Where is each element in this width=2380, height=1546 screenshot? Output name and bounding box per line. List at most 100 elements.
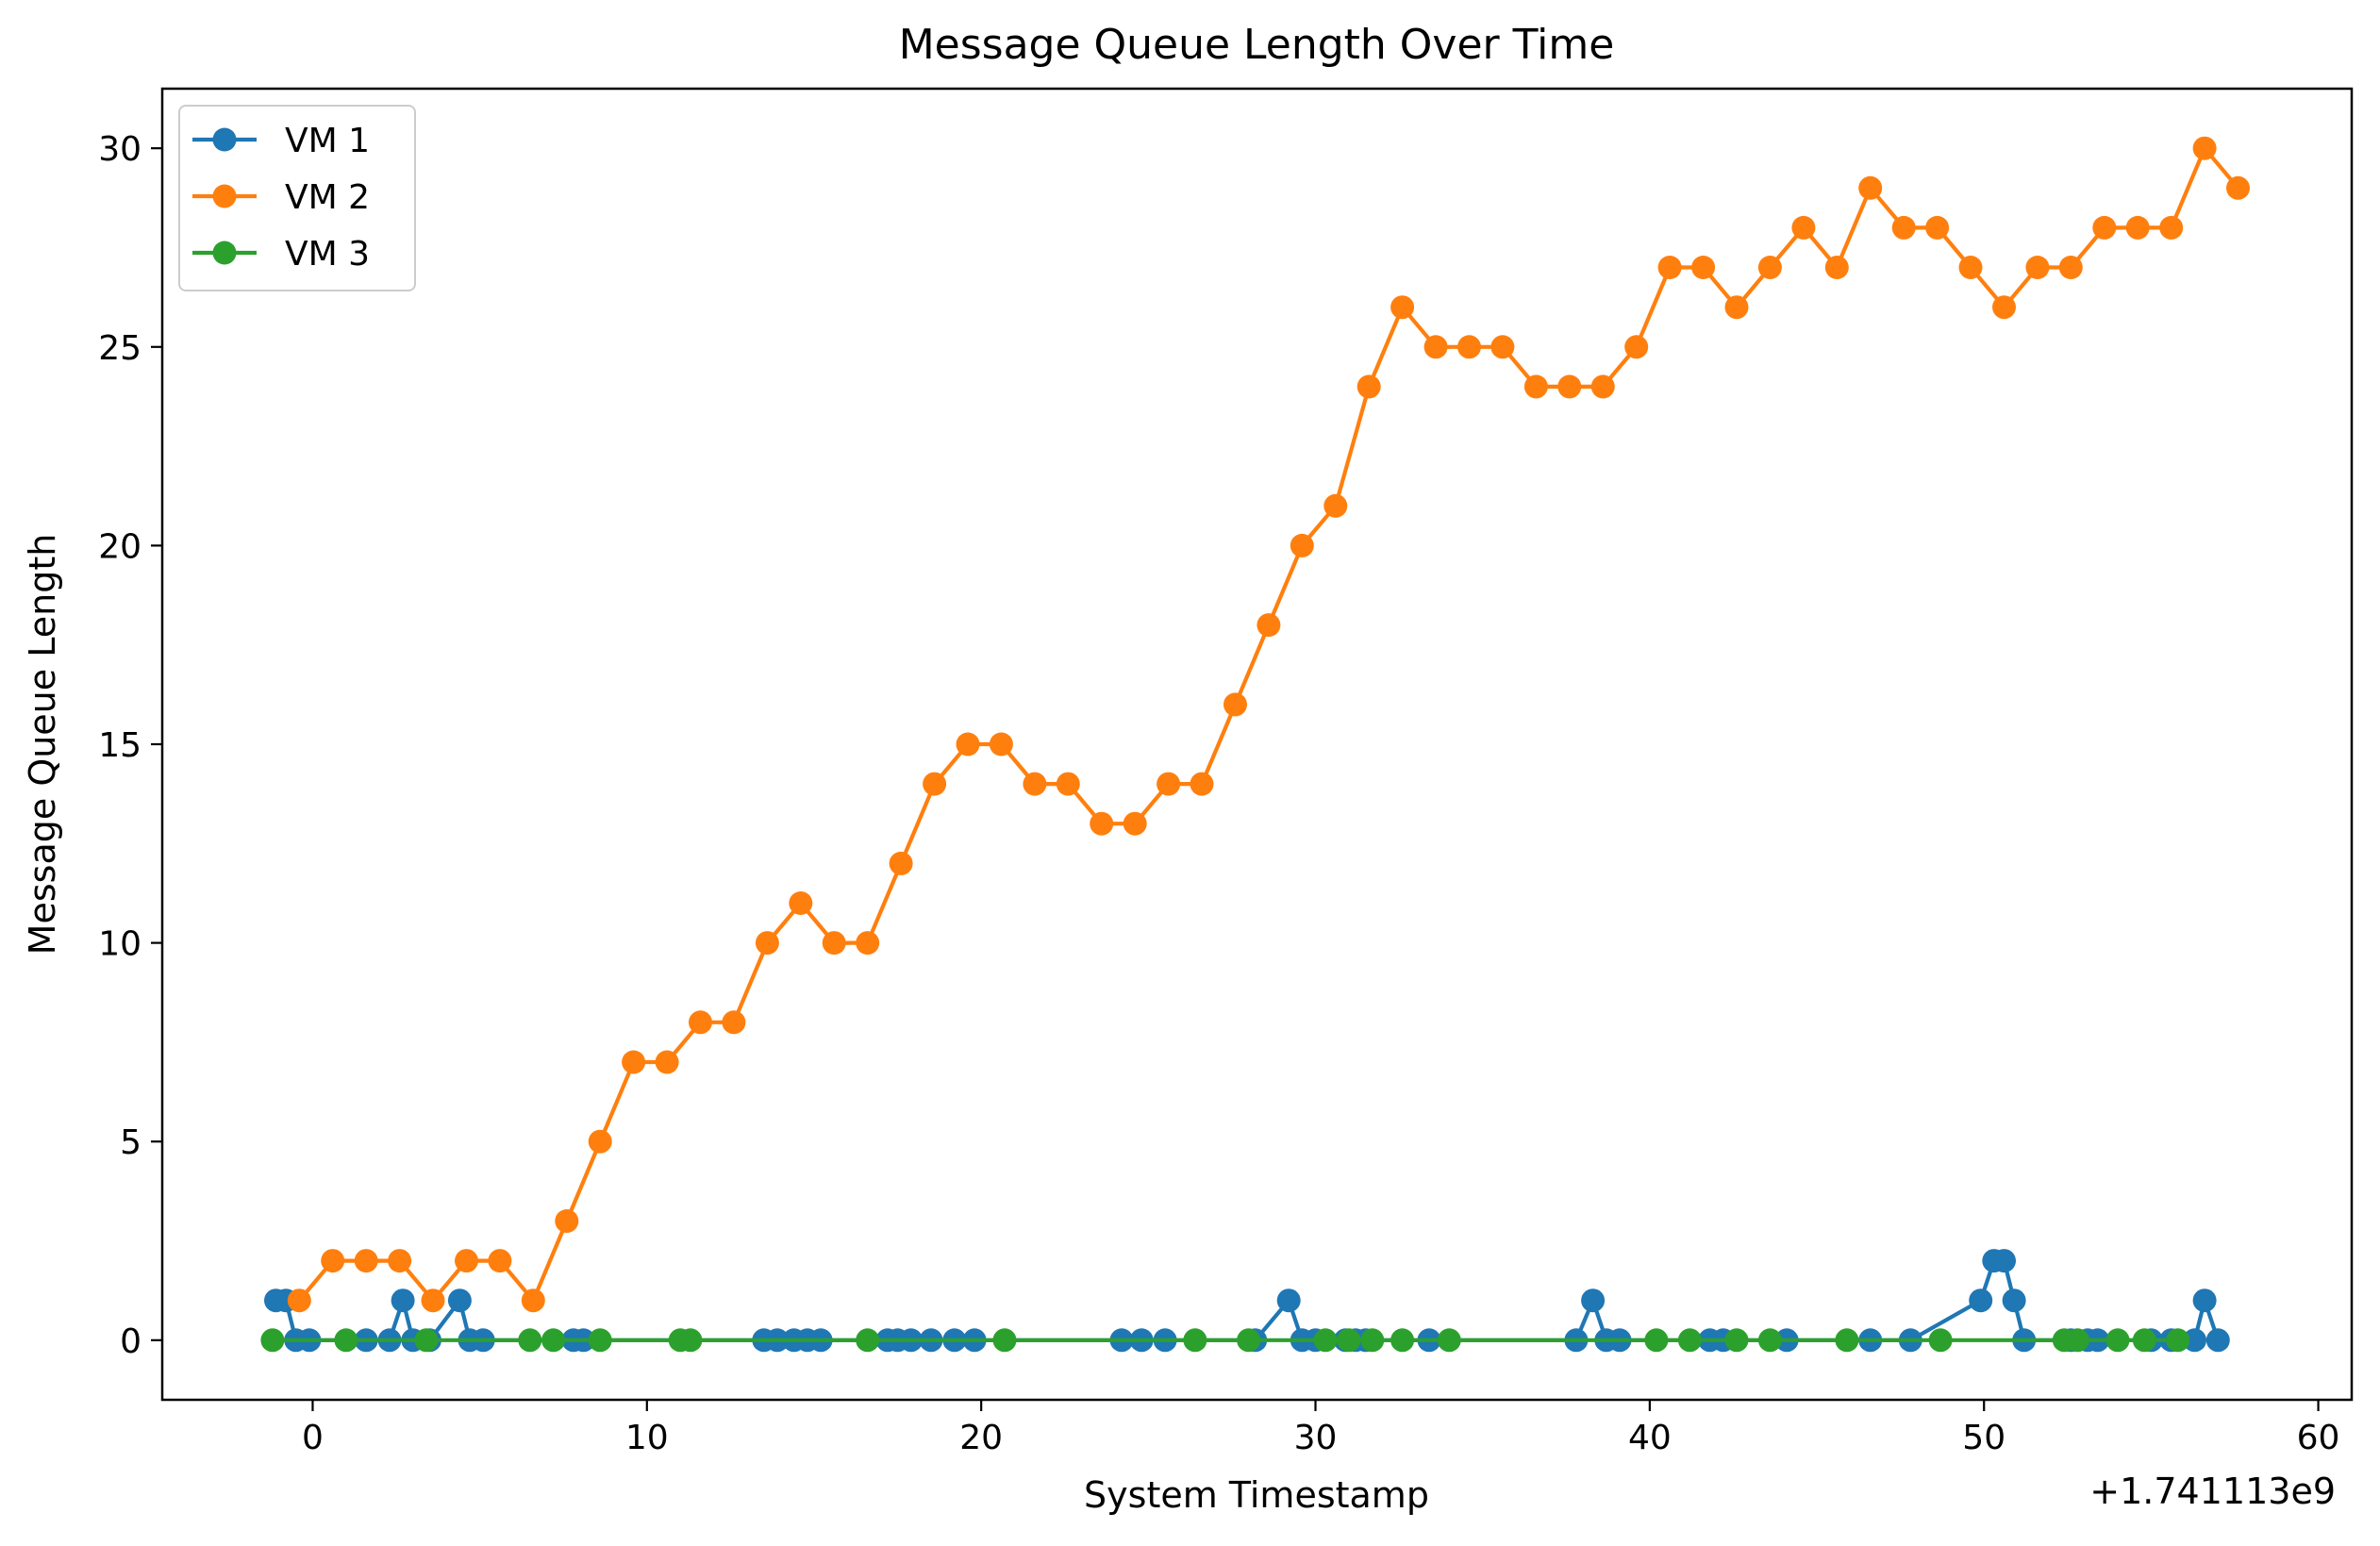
data-point xyxy=(518,1328,542,1353)
data-point xyxy=(1313,1328,1338,1353)
data-point xyxy=(588,1129,612,1154)
data-point xyxy=(1657,256,1682,279)
data-point xyxy=(923,772,947,796)
data-point xyxy=(2132,1328,2156,1353)
plot-area xyxy=(260,136,2250,1353)
data-point xyxy=(956,732,980,756)
legend-box xyxy=(178,105,416,291)
data-point xyxy=(1581,1288,1606,1313)
data-point xyxy=(1437,1328,1461,1353)
data-point xyxy=(2025,256,2050,279)
data-point xyxy=(678,1328,703,1353)
data-point xyxy=(421,1288,445,1313)
data-point xyxy=(1356,374,1381,399)
legend: VM 1 VM 2 VM 3 xyxy=(178,105,416,291)
legend-marker-1 xyxy=(212,127,237,152)
data-point xyxy=(2192,136,2217,160)
x-tick-label: 50 xyxy=(1962,1419,2006,1457)
y-tick-label: 30 xyxy=(98,130,141,169)
x-tick-label: 60 xyxy=(2297,1419,2340,1457)
data-point xyxy=(1390,1328,1415,1353)
data-point xyxy=(722,1010,746,1035)
y-tick-label: 5 xyxy=(120,1123,141,1162)
data-point xyxy=(388,1249,412,1273)
data-point xyxy=(455,1249,478,1273)
data-point xyxy=(992,1328,1017,1353)
data-point xyxy=(1757,1328,1782,1353)
data-point xyxy=(541,1328,566,1353)
y-axis-label: Message Queue Length xyxy=(22,534,63,956)
x-axis-label: System Timestamp xyxy=(1084,1474,1429,1516)
y-tick-label: 15 xyxy=(98,726,141,765)
data-point xyxy=(1190,772,1214,796)
data-point xyxy=(1824,256,1849,279)
data-point xyxy=(1237,1328,1261,1353)
legend-marker-2 xyxy=(212,184,237,208)
data-point xyxy=(1677,1328,1702,1353)
data-point xyxy=(1925,215,1950,240)
data-point xyxy=(655,1050,679,1074)
data-point xyxy=(2166,1328,2190,1353)
x-tick-label: 40 xyxy=(1628,1419,1672,1457)
data-point xyxy=(334,1328,358,1353)
data-point xyxy=(1257,613,1281,638)
series-2 xyxy=(287,136,2250,1313)
data-point xyxy=(321,1249,345,1273)
y-tick-label: 20 xyxy=(98,527,141,566)
legend-label-2: VM 2 xyxy=(285,178,370,217)
data-point xyxy=(1969,1288,1993,1313)
data-point xyxy=(1691,256,1716,279)
data-point xyxy=(822,931,846,956)
data-point xyxy=(1183,1328,1207,1353)
data-point xyxy=(755,931,779,956)
data-point xyxy=(1992,1249,2016,1273)
data-point xyxy=(1858,175,1883,200)
data-point xyxy=(555,1209,579,1233)
data-point xyxy=(989,732,1013,756)
data-point xyxy=(1791,215,1816,240)
data-point xyxy=(1290,533,1314,557)
data-point xyxy=(488,1249,512,1273)
data-point xyxy=(1123,811,1147,836)
chart-title: Message Queue Length Over Time xyxy=(899,21,1615,69)
y-tick-label: 0 xyxy=(120,1322,141,1361)
data-point xyxy=(391,1288,415,1313)
data-point xyxy=(889,851,913,875)
axes: 0 10 20 30 40 50 60 0 5 10 15 20 25 30 xyxy=(98,87,2354,1457)
data-point xyxy=(2058,256,2083,279)
data-point xyxy=(1958,256,1983,279)
data-point xyxy=(1757,256,1782,279)
data-point xyxy=(1724,295,1749,320)
data-point xyxy=(1157,772,1181,796)
x-tick-label: 0 xyxy=(302,1419,324,1457)
data-point xyxy=(1928,1328,1953,1353)
data-point xyxy=(1323,493,1348,518)
data-point xyxy=(2205,1328,2230,1353)
data-point xyxy=(1724,1328,1749,1353)
data-point xyxy=(789,891,813,915)
x-tick-label: 20 xyxy=(959,1419,1003,1457)
data-point xyxy=(2226,175,2250,200)
data-point xyxy=(1490,335,1515,359)
data-point xyxy=(354,1249,378,1273)
x-offset-label: +1.741113e9 xyxy=(2089,1471,2336,1512)
data-point xyxy=(1223,692,1247,717)
x-tick-label: 30 xyxy=(1294,1419,1338,1457)
data-point xyxy=(1835,1328,1859,1353)
data-point xyxy=(689,1010,712,1035)
data-point xyxy=(1023,772,1047,796)
data-point xyxy=(1390,295,1415,320)
data-point xyxy=(1992,295,2016,320)
data-point xyxy=(1360,1328,1385,1353)
legend-label-1: VM 1 xyxy=(285,122,370,160)
data-point xyxy=(1337,1328,1361,1353)
legend-label-3: VM 3 xyxy=(285,235,370,274)
data-point xyxy=(856,931,880,956)
data-point xyxy=(1624,335,1649,359)
data-point xyxy=(1644,1328,1669,1353)
data-point xyxy=(2105,1328,2130,1353)
data-point xyxy=(2192,1288,2217,1313)
data-point xyxy=(1457,335,1481,359)
